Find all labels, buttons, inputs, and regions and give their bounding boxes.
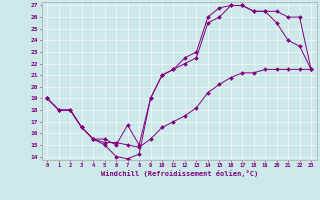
- X-axis label: Windchill (Refroidissement éolien,°C): Windchill (Refroidissement éolien,°C): [100, 170, 258, 177]
